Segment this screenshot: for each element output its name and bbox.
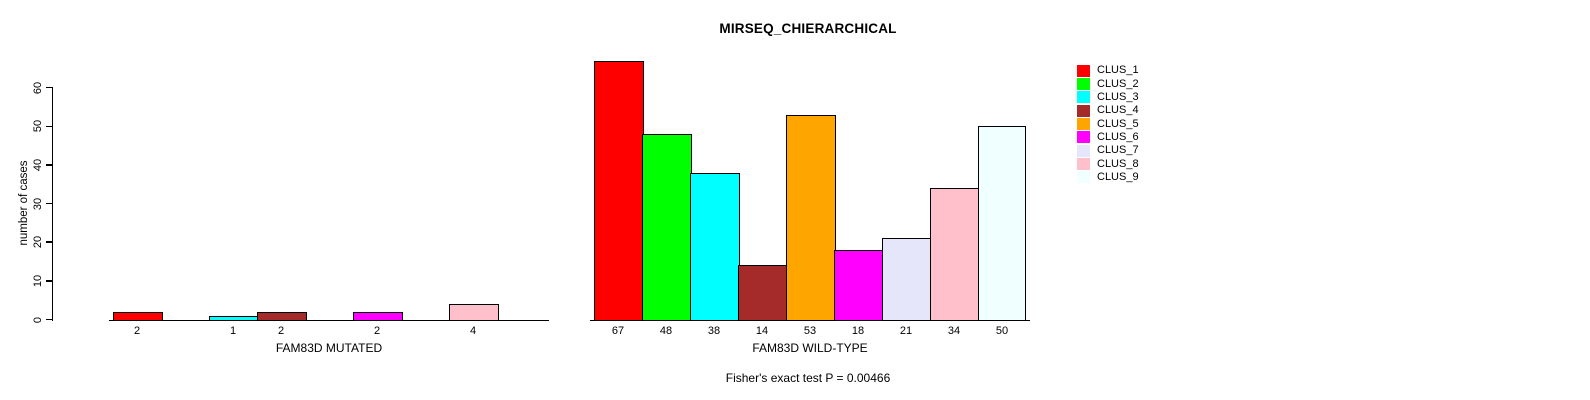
chart-title: MIRSEQ_CHIERARCHICAL	[719, 21, 897, 36]
legend-row: CLUS_4	[1077, 104, 1139, 117]
legend-swatch-clus-5	[1077, 118, 1090, 131]
legend-swatch-clus-9	[1077, 171, 1090, 184]
legend-swatch-clus-1	[1077, 64, 1090, 77]
bar-value-label: 48	[659, 325, 673, 337]
legend-label: CLUS_1	[1097, 64, 1139, 77]
bar-value-label: 2	[133, 325, 141, 337]
bar-value-label: 18	[851, 325, 865, 337]
bar-clus-1-mutated	[113, 311, 163, 321]
legend-label: CLUS_6	[1097, 130, 1139, 143]
bar-value-label: 38	[707, 325, 721, 337]
bar-value-label: 1	[229, 325, 237, 337]
legend-swatch-clus-3	[1077, 91, 1090, 104]
y-tick-label: 60	[32, 81, 44, 94]
bar-value-label: 21	[899, 325, 913, 337]
bar-clus-1-wild-type	[594, 60, 644, 321]
y-tick-label: 0	[32, 316, 44, 323]
fisher-test-caption: Fisher's exact test P = 0.00466	[725, 371, 891, 385]
legend: CLUS_1 CLUS_2 CLUS_3 CLUS_4 CLUS_5 CLUS_6 CLUS…	[1077, 64, 1139, 184]
y-tick-label: 50	[32, 120, 44, 133]
y-tick	[46, 202, 53, 205]
x-axis-label-mutated: FAM83D MUTATED	[275, 341, 383, 355]
bar-clus-4-mutated	[257, 311, 307, 321]
legend-label: CLUS_8	[1097, 157, 1139, 170]
y-tick	[46, 241, 53, 243]
legend-label: CLUS_2	[1097, 77, 1139, 90]
legend-label: CLUS_3	[1097, 90, 1139, 103]
bar-clus-4-wild-type	[738, 265, 788, 321]
bar-clus-9-wild-type	[978, 126, 1026, 321]
y-tick	[46, 318, 53, 321]
bar-value-label: 4	[469, 325, 477, 337]
y-tick-label: 30	[32, 197, 44, 210]
legend-row: CLUS_1	[1077, 64, 1139, 77]
bar-clus-7-wild-type	[882, 238, 932, 321]
legend-swatch-clus-4	[1077, 104, 1090, 117]
bar-value-label: 53	[803, 325, 817, 337]
bar-value-label: 2	[277, 325, 285, 337]
bar-clus-5-wild-type	[786, 114, 836, 321]
x-axis-line-mutated	[109, 319, 549, 321]
legend-row: CLUS_5	[1077, 117, 1139, 131]
legend-row: CLUS_3	[1077, 91, 1139, 104]
y-tick-label: 20	[32, 236, 44, 249]
x-axis-label-wild-type: FAM83D WILD-TYPE	[752, 341, 868, 355]
bar-value-label: 14	[755, 325, 769, 337]
legend-label: CLUS_5	[1097, 117, 1139, 130]
legend-row: CLUS_9	[1077, 171, 1139, 184]
bar-value-label: 2	[373, 325, 381, 337]
legend-row: CLUS_7	[1077, 144, 1139, 157]
legend-row: CLUS_2	[1077, 77, 1139, 91]
y-tick	[46, 86, 53, 89]
bar-clus-6-mutated	[353, 311, 403, 321]
legend-row: CLUS_8	[1077, 157, 1139, 171]
bar-value-label: 50	[995, 325, 1009, 337]
y-axis-label: number of cases	[18, 160, 30, 246]
y-tick	[46, 280, 53, 282]
bar-clus-2-wild-type	[642, 133, 692, 321]
legend-label: CLUS_4	[1097, 104, 1139, 117]
legend-swatch-clus-6	[1077, 131, 1090, 144]
bar-value-label: 67	[611, 325, 625, 337]
legend-swatch-clus-8	[1077, 158, 1090, 171]
bar-clus-6-wild-type	[834, 249, 884, 321]
bar-value-label: 34	[947, 325, 961, 337]
legend-swatch-clus-7	[1077, 144, 1090, 157]
bar-clus-3-wild-type	[690, 172, 740, 321]
legend-label: CLUS_9	[1097, 170, 1139, 183]
y-tick	[46, 125, 53, 127]
bar-clus-8-mutated	[449, 304, 499, 321]
bar-clus-3-mutated	[209, 315, 259, 321]
y-tick-label: 10	[32, 274, 44, 287]
legend-label: CLUS_7	[1097, 144, 1139, 157]
legend-row: CLUS_6	[1077, 131, 1139, 144]
legend-swatch-clus-2	[1077, 78, 1090, 91]
bar-clus-8-wild-type	[930, 188, 980, 321]
y-tick	[46, 164, 53, 166]
y-tick-label: 40	[32, 158, 44, 172]
